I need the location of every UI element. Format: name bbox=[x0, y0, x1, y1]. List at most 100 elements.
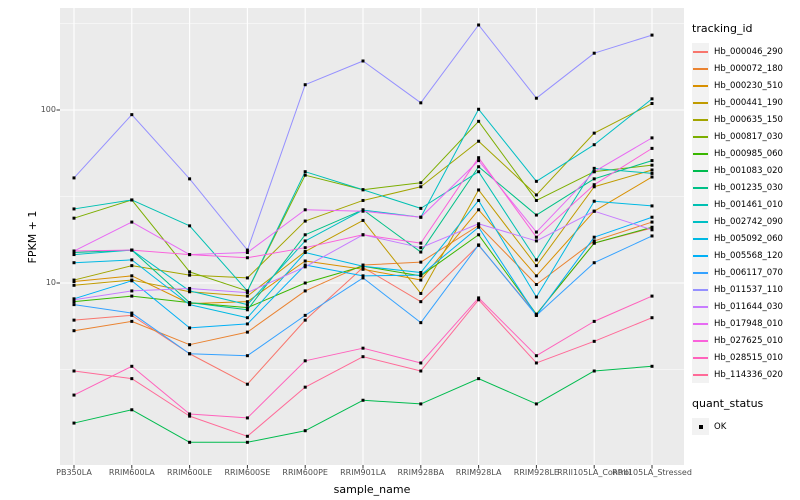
data-point bbox=[361, 264, 365, 268]
data-point bbox=[130, 274, 134, 278]
x-tick-label-RRIM928LA: RRIM928LA bbox=[455, 468, 502, 477]
y-tick-label-10: 10 bbox=[45, 278, 56, 287]
data-point bbox=[72, 303, 76, 307]
data-point bbox=[592, 131, 596, 135]
data-point bbox=[650, 168, 654, 172]
legend-item-label: OK bbox=[714, 421, 727, 432]
data-point bbox=[72, 283, 76, 287]
data-point bbox=[477, 23, 481, 27]
x-tick-label-RRIM928BA: RRIM928BA bbox=[397, 468, 445, 477]
data-point bbox=[72, 318, 76, 322]
data-point bbox=[303, 318, 307, 322]
data-point bbox=[361, 355, 365, 359]
legend-item-label: Hb_001235_030 bbox=[714, 182, 783, 193]
x-axis-title: sample_name bbox=[333, 483, 411, 496]
data-point bbox=[72, 207, 76, 211]
legend-item-Hb_001461_010: Hb_001461_010 bbox=[692, 196, 798, 213]
data-point bbox=[650, 228, 654, 232]
legend-item-label: Hb_000635_150 bbox=[714, 114, 783, 125]
data-point bbox=[419, 181, 423, 185]
legend-title-tracking-id: tracking_id bbox=[692, 22, 753, 35]
data-point bbox=[650, 159, 654, 163]
legend-item-label: Hb_027625_010 bbox=[714, 335, 783, 346]
data-point bbox=[188, 253, 192, 257]
data-point bbox=[245, 330, 249, 334]
legend-item-Hb_011644_030: Hb_011644_030 bbox=[692, 298, 798, 315]
legend-item-Hb_000985_060: Hb_000985_060 bbox=[692, 145, 798, 162]
data-point bbox=[477, 208, 481, 212]
data-point bbox=[650, 97, 654, 101]
data-point bbox=[72, 278, 76, 282]
legend-key-line-icon bbox=[692, 366, 709, 383]
data-point bbox=[303, 246, 307, 250]
legend-item-label: Hb_011537_110 bbox=[714, 284, 783, 295]
data-point bbox=[303, 313, 307, 317]
data-point bbox=[534, 235, 538, 239]
data-point bbox=[303, 265, 307, 269]
data-point bbox=[188, 224, 192, 228]
data-point bbox=[188, 352, 192, 356]
data-point bbox=[592, 369, 596, 373]
data-point bbox=[477, 222, 481, 226]
data-point bbox=[361, 233, 365, 237]
data-point bbox=[419, 270, 423, 274]
data-point bbox=[477, 188, 481, 192]
data-point bbox=[130, 294, 134, 298]
data-point bbox=[419, 206, 423, 210]
data-point bbox=[650, 33, 654, 37]
data-point bbox=[72, 393, 76, 397]
legend-item-label: Hb_000072_180 bbox=[714, 63, 783, 74]
data-point bbox=[72, 329, 76, 333]
data-point bbox=[361, 59, 365, 63]
data-point bbox=[72, 369, 76, 373]
data-point bbox=[650, 171, 654, 175]
data-point bbox=[245, 306, 249, 310]
legend-key-line-icon bbox=[692, 230, 709, 247]
legend-item-Hb_001083_020: Hb_001083_020 bbox=[692, 162, 798, 179]
data-point bbox=[188, 273, 192, 277]
data-point bbox=[650, 146, 654, 150]
data-point bbox=[245, 248, 249, 252]
legend-item-label: Hb_000230_510 bbox=[714, 80, 783, 91]
data-point bbox=[130, 364, 134, 368]
data-point bbox=[130, 220, 134, 224]
data-point bbox=[534, 193, 538, 197]
data-point bbox=[303, 259, 307, 263]
data-point bbox=[130, 289, 134, 293]
data-point bbox=[245, 434, 249, 438]
data-point bbox=[303, 233, 307, 237]
data-point bbox=[303, 359, 307, 363]
data-point bbox=[534, 198, 538, 202]
legend-item-Hb_001235_030: Hb_001235_030 bbox=[692, 179, 798, 196]
data-point bbox=[534, 230, 538, 234]
data-point bbox=[245, 276, 249, 280]
data-point bbox=[650, 215, 654, 219]
data-point bbox=[303, 239, 307, 243]
data-point bbox=[534, 96, 538, 100]
legend-item-label: Hb_006117_070 bbox=[714, 267, 783, 278]
data-point bbox=[477, 225, 481, 229]
y-axis-title: FPKM + 1 bbox=[25, 210, 39, 264]
legend-item-label: Hb_005092_060 bbox=[714, 233, 783, 244]
data-point bbox=[592, 339, 596, 343]
data-point bbox=[245, 308, 249, 312]
legend-key-line-icon bbox=[692, 179, 709, 196]
data-point bbox=[245, 289, 249, 293]
data-point bbox=[245, 291, 249, 295]
data-point bbox=[130, 408, 134, 412]
data-point bbox=[477, 198, 481, 202]
data-point bbox=[477, 377, 481, 381]
data-point bbox=[188, 414, 192, 418]
data-point bbox=[650, 220, 654, 224]
data-point bbox=[534, 213, 538, 217]
data-point bbox=[72, 253, 76, 257]
legend-item-label: Hb_028515_010 bbox=[714, 352, 783, 363]
legend-item-Hb_006117_070: Hb_006117_070 bbox=[692, 264, 798, 281]
data-point bbox=[650, 294, 654, 298]
data-point bbox=[130, 377, 134, 381]
legend-key-line-icon bbox=[692, 60, 709, 77]
data-point bbox=[72, 176, 76, 180]
legend-key-line-icon bbox=[692, 298, 709, 315]
